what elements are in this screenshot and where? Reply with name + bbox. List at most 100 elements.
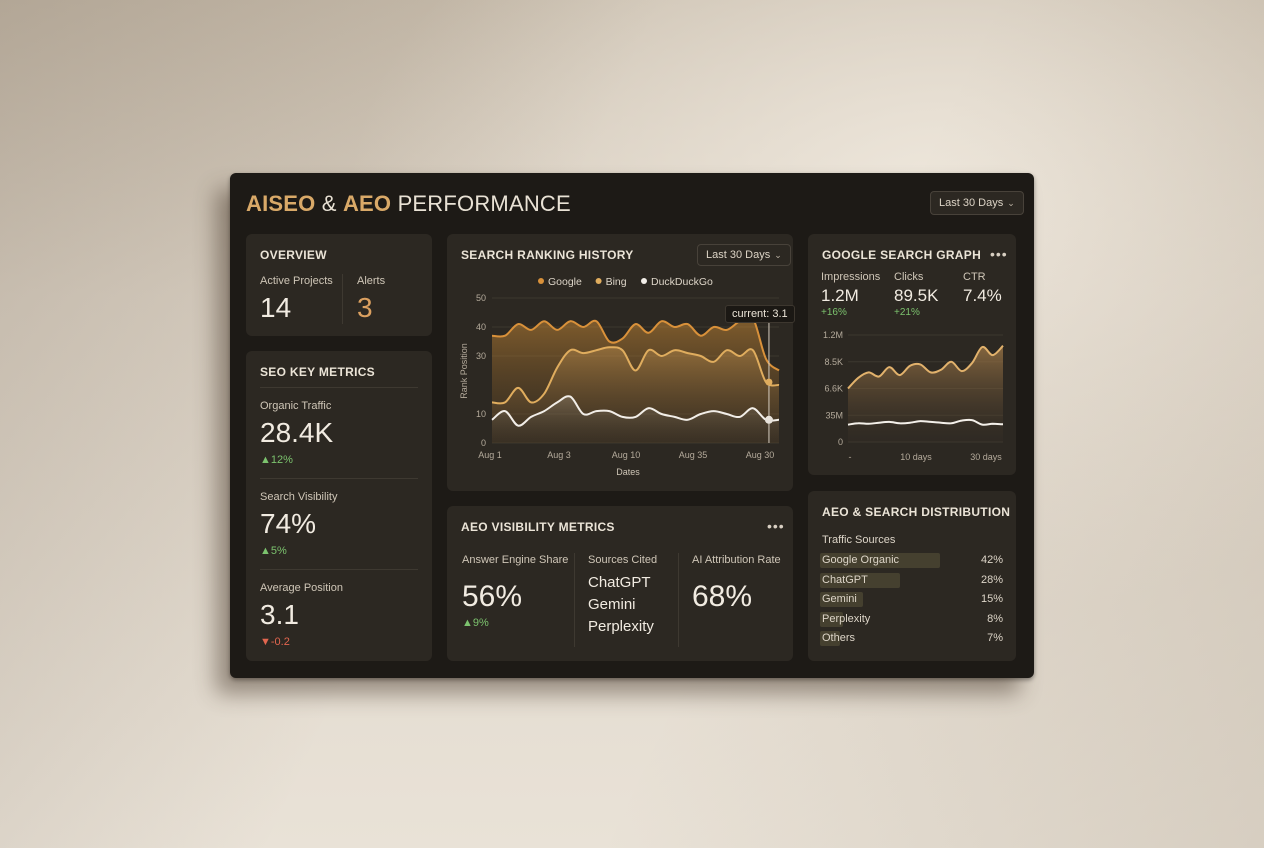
- answer-share-change-text: 9%: [472, 617, 489, 629]
- distribution-title: AEO & SEARCH DISTRIBUTION: [822, 505, 1011, 519]
- more-options-icon[interactable]: •••: [767, 518, 785, 534]
- ctr-value: 7.4%: [963, 286, 1002, 305]
- clicks-line: [847, 418, 1004, 426]
- active-projects-value: 14: [260, 292, 292, 323]
- organic-traffic-value: 28.4K: [260, 417, 334, 448]
- impressions-line: [847, 344, 1004, 390]
- overview-divider: [342, 274, 343, 324]
- aeo-visibility-title: AEO VISIBILITY METRICS: [461, 520, 615, 534]
- sources-cited-label: Sources Cited: [588, 554, 658, 566]
- source-gemini: Gemini: [588, 596, 636, 613]
- ranking-range-dropdown[interactable]: Last 30 Days ⌄: [697, 244, 791, 266]
- clicks-value: 89.5K: [894, 286, 939, 305]
- ranking-history-panel: SEARCH RANKING HISTORY Last 30 Days ⌄ Go: [447, 234, 795, 491]
- distribution-bar: [820, 572, 900, 588]
- answer-share-value: 56%: [462, 580, 523, 613]
- answer-share-change: ▲9%: [462, 617, 489, 629]
- distribution-bar: [820, 631, 840, 646]
- traffic-sources-label: Traffic Sources: [822, 534, 896, 546]
- clicks-change: +21%: [894, 307, 920, 318]
- active-projects-label: Active Projects: [260, 275, 333, 287]
- series-line-bing: [491, 346, 780, 405]
- distribution-source-pct: 28%: [980, 573, 1003, 586]
- clicks-label: Clicks: [894, 271, 924, 283]
- distribution-panel: AEO & SEARCH DISTRIBUTION Traffic Source…: [808, 491, 1016, 661]
- source-perplexity: Perplexity: [588, 618, 654, 635]
- attribution-label: AI Attribution Rate: [692, 554, 781, 566]
- impressions-label: Impressions: [821, 271, 881, 283]
- divider: [260, 478, 418, 479]
- divider: [260, 387, 418, 388]
- y-tick-label: 6.6K: [824, 384, 843, 394]
- x-tick-label: -: [849, 452, 852, 462]
- current-point-duckduckgo: [764, 415, 773, 424]
- search-visibility-value: 74%: [260, 508, 317, 539]
- alerts-label: Alerts: [357, 275, 386, 287]
- distribution-source-pct: 15%: [980, 593, 1003, 605]
- ctr-label: CTR: [963, 271, 986, 283]
- legend-bing: Bing: [606, 276, 627, 288]
- distribution-bar: [820, 611, 843, 627]
- search-visibility-change-text: 5%: [270, 545, 287, 557]
- ranking-history-chart: Google Bing DuckDuckGo 0 10 30 40 50 Aug 1 Aug 3…: [459, 276, 780, 477]
- divider: [678, 553, 679, 647]
- average-position-label: Average Position: [260, 582, 343, 594]
- google-graph-title: GOOGLE SEARCH GRAPH: [822, 248, 982, 262]
- series-line-duckduckgo: [491, 395, 780, 427]
- ranking-history-title: SEARCH RANKING HISTORY: [461, 248, 634, 262]
- series-line-google: [491, 314, 780, 372]
- title-aiseo: AISEO: [246, 191, 316, 216]
- title-performance: PERFORMANCE: [397, 191, 571, 216]
- legend-duckduckgo: DuckDuckGo: [651, 276, 713, 288]
- dashboard-display: AISEO & AEO PERFORMANCE Last 30 Days ⌄ OV…: [230, 173, 1034, 678]
- search-visibility-change: ▲5%: [260, 545, 287, 557]
- distribution-bar: [820, 592, 863, 607]
- organic-traffic-change: ▲12%: [260, 454, 293, 466]
- arrow-up-icon: ▲: [260, 454, 271, 466]
- arrow-up-icon: ▲: [462, 617, 473, 629]
- impressions-change: +16%: [821, 307, 847, 318]
- series-area-duckduckgo: [492, 396, 779, 443]
- impressions-value: 1.2M: [821, 286, 859, 305]
- legend-dot-google: [538, 278, 544, 284]
- distribution-source-name: Others: [822, 632, 856, 644]
- chevron-down-icon: ⌄: [774, 250, 782, 260]
- distribution-source-name: Perplexity: [822, 612, 871, 625]
- average-position-change: ▼-0.2: [260, 636, 290, 648]
- alerts-value: 3: [357, 292, 373, 323]
- organic-traffic-label: Organic Traffic: [260, 400, 332, 412]
- average-position-change-text: -0.2: [270, 636, 290, 648]
- impressions-area: [848, 345, 1003, 442]
- x-tick-label: Aug 3: [547, 450, 571, 460]
- x-tick-label: Aug 35: [679, 450, 708, 460]
- overview-panel: OVERVIEW Active Projects 14 Alerts 3: [246, 234, 432, 336]
- x-axis-label: Dates: [616, 467, 640, 477]
- y-tick-label: 0: [481, 438, 486, 448]
- search-visibility-label: Search Visibility: [260, 491, 338, 503]
- x-tick-label: 30 days: [970, 452, 1002, 462]
- y-tick-label: 0: [838, 437, 843, 447]
- seo-metrics-title: SEO KEY METRICS: [260, 365, 375, 379]
- distribution-source-pct: 42%: [980, 554, 1003, 566]
- chevron-down-icon: ⌄: [1007, 198, 1015, 208]
- answer-share-label: Answer Engine Share: [462, 554, 569, 566]
- divider: [574, 553, 575, 647]
- title-amp: &: [321, 191, 337, 216]
- y-tick-label: 1.2M: [823, 330, 843, 340]
- distribution-bar: [820, 553, 940, 568]
- y-tick-label: 8.5K: [824, 357, 843, 367]
- seo-metrics-panel: SEO KEY METRICS Organic Traffic 28.4K ▲1…: [246, 351, 432, 661]
- current-tooltip: current: 3.1: [725, 305, 795, 323]
- legend-dot-bing: [595, 278, 602, 284]
- more-options-icon[interactable]: •••: [990, 246, 1008, 262]
- legend-dot-duckduckgo: [641, 278, 647, 284]
- distribution-source-name: Google Organic: [822, 554, 900, 566]
- current-point-bing: [765, 378, 773, 386]
- global-range-dropdown[interactable]: Last 30 Days ⌄: [930, 191, 1024, 215]
- y-tick-label: 30: [476, 351, 486, 361]
- google-graph-panel: GOOGLE SEARCH GRAPH ••• Impressions 1.2M…: [808, 234, 1016, 475]
- overview-title: OVERVIEW: [260, 248, 327, 262]
- legend-google: Google: [548, 276, 582, 288]
- aeo-visibility-panel: AEO VISIBILITY METRICS ••• Answer Engine…: [447, 506, 793, 661]
- divider: [260, 569, 418, 570]
